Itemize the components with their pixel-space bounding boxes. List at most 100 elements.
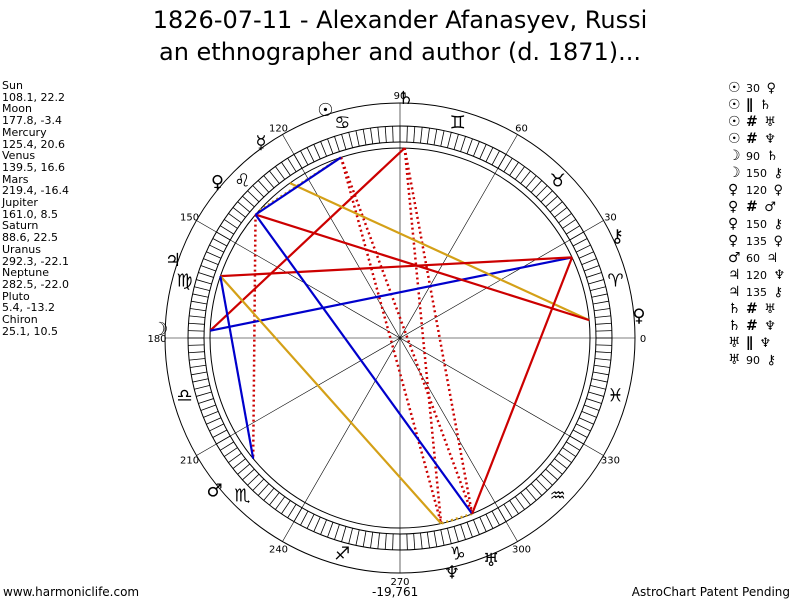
- aspect-line: [220, 256, 573, 278]
- planet-glyph-icon: ☉: [317, 100, 333, 121]
- degree-tick: [440, 529, 445, 546]
- aspect-angle: 120: [746, 184, 767, 197]
- degree-tick: [426, 532, 430, 548]
- planet-name: Uranus: [2, 242, 41, 256]
- degree-tick: [525, 175, 537, 189]
- aspect-angle: ∥: [746, 335, 753, 351]
- aspect-angle: #: [746, 301, 758, 317]
- degree-tick: [188, 322, 205, 325]
- degree-tick: [252, 478, 265, 491]
- planet-coords: 139.5, 16.6: [2, 160, 65, 174]
- degree-label: 0: [640, 334, 646, 345]
- aspect-line: [251, 214, 257, 459]
- degree-tick: [406, 126, 408, 143]
- degree-tick: [530, 180, 543, 193]
- degree-tick: [525, 487, 537, 501]
- degree-tick: [263, 175, 275, 189]
- degree-tick: [300, 510, 309, 526]
- footer-day-count: -19,761: [372, 585, 419, 599]
- degree-tick: [591, 293, 608, 298]
- degree-label: 90: [394, 91, 407, 102]
- aspect-line: [219, 275, 442, 525]
- planet-coords: 25.1, 10.5: [2, 324, 58, 338]
- degree-tick: [247, 190, 260, 203]
- aspect-line: [440, 512, 473, 525]
- degree-tick: [466, 138, 473, 154]
- degree-label: 30: [604, 213, 617, 224]
- aspect-angle: #: [746, 199, 758, 215]
- aspect-line: [255, 213, 590, 322]
- degree-tick: [572, 238, 588, 247]
- degree-label: 120: [269, 124, 288, 135]
- degree-tick: [196, 391, 212, 397]
- aspect-row: ♀ # ♂: [728, 199, 785, 216]
- aspect-planet-2-icon: ⚷: [769, 217, 784, 232]
- planet-glyph-icon: ⚷: [611, 226, 624, 247]
- planet-coords: 161.0, 8.5: [2, 207, 58, 221]
- degree-tick: [491, 150, 500, 166]
- degree-tick: [188, 351, 205, 354]
- aspect-planet-1-icon: ☉: [728, 97, 741, 113]
- degree-tick: [473, 519, 480, 535]
- aspect-planet-1-icon: ♄: [728, 301, 741, 317]
- degree-tick: [200, 404, 216, 411]
- planet-coords: 219.4, -16.4: [2, 184, 69, 198]
- degree-tick: [479, 144, 487, 160]
- degree-tick: [220, 225, 234, 235]
- aspect-angle: 90: [746, 150, 760, 163]
- aspect-planet-1-icon: ♂: [728, 250, 741, 266]
- aspect-planet-2-icon: ♆: [759, 319, 776, 334]
- degree-tick: [479, 516, 487, 532]
- aspect-line: [403, 147, 474, 515]
- aspect-row: ♀ 135 ♀: [728, 233, 785, 250]
- aspect-angle: 60: [746, 252, 760, 265]
- aspect-line: [403, 147, 443, 524]
- degree-tick: [257, 180, 270, 193]
- degree-tick: [341, 134, 347, 150]
- degree-tick: [562, 447, 576, 457]
- planet-coords: 125.4, 20.6: [2, 137, 65, 151]
- degree-tick: [413, 126, 416, 143]
- degree-tick: [581, 258, 597, 265]
- degree-tick: [348, 132, 353, 148]
- aspect-angle: #: [746, 318, 758, 334]
- aspect-angle: 135: [746, 286, 767, 299]
- degree-tick: [466, 522, 473, 538]
- planet-name: Sun: [2, 79, 23, 92]
- aspect-row: ♀ 150 ⚷: [728, 216, 785, 233]
- degree-tick: [447, 132, 452, 148]
- house-spoke: [196, 220, 604, 456]
- degree-tick: [590, 385, 606, 390]
- degree-tick: [540, 473, 553, 486]
- planet-glyph-icon: ☿: [255, 132, 266, 153]
- degree-tick: [242, 195, 255, 208]
- aspect-planet-2-icon: ♆: [769, 268, 786, 283]
- degree-tick: [341, 526, 347, 542]
- degree-tick: [562, 219, 576, 229]
- degree-tick: [514, 166, 525, 180]
- degree-tick: [275, 166, 286, 180]
- degree-tick: [263, 487, 275, 501]
- degree-tick: [306, 513, 315, 529]
- aspect-planet-1-icon: ♀: [728, 233, 739, 249]
- zodiac-sign-icon: ♒: [550, 486, 566, 507]
- degree-tick: [594, 315, 611, 318]
- degree-tick: [206, 251, 222, 259]
- degree-tick: [595, 322, 612, 325]
- degree-tick: [592, 300, 609, 305]
- degree-tick: [509, 500, 519, 514]
- degree-tick: [190, 308, 206, 312]
- aspect-row: ♀ 120 ♀: [728, 182, 785, 199]
- aspect-planet-2-icon: ♃: [762, 251, 779, 266]
- planet-name: Mars: [2, 172, 29, 186]
- zodiac-sign-icon: ♍: [177, 270, 193, 291]
- planet-glyph-icon: ☽: [152, 319, 168, 340]
- degree-label: 210: [180, 456, 199, 467]
- degree-tick: [586, 272, 602, 278]
- aspect-planet-2-icon: ♄: [755, 98, 772, 113]
- degree-tick: [554, 207, 568, 218]
- degree-label: 180: [147, 334, 166, 345]
- planet-coords: 88.6, 22.5: [2, 231, 58, 245]
- degree-tick: [595, 351, 612, 354]
- degree-tick: [584, 265, 600, 272]
